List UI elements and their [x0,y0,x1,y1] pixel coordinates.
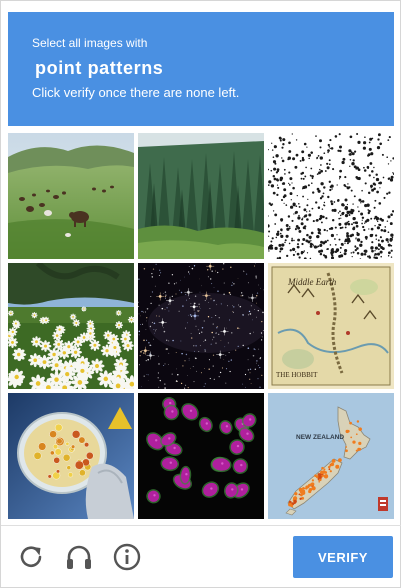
headphones-icon[interactable] [63,541,95,573]
challenge-instruction: Select all images with [32,36,148,50]
tile-stained-cell-nuclei[interactable] [138,393,264,519]
tile-random-dot-pattern[interactable] [268,133,394,259]
tile-new-zealand-map[interactable]: NEW ZEALAND [268,393,394,519]
challenge-header: Select all images with point patterns Cl… [8,12,394,126]
tile-petri-dish[interactable] [8,393,134,519]
verify-button[interactable]: VERIFY [293,536,393,578]
info-icon[interactable] [111,541,143,573]
tile-pine-forest[interactable] [138,133,264,259]
tile-daisy-field[interactable] [8,263,134,389]
tile-grazing-animals-field[interactable] [8,133,134,259]
footer-divider [1,525,401,526]
tile-star-field[interactable] [138,263,264,389]
fantasy-map-subtitle: THE HOBBIT [276,371,318,379]
challenge-keyword: point patterns [35,58,164,78]
nz-map-title: NEW ZEALAND [296,434,344,441]
reload-icon[interactable] [15,541,47,573]
tile-middle-earth-map[interactable]: Middle Earth THE HOBBIT [268,263,394,389]
challenge-hint: Click verify once there are none left. [32,85,240,100]
fantasy-map-title: Middle Earth [287,277,337,287]
image-grid: Middle Earth THE HOBBIT [8,133,394,519]
